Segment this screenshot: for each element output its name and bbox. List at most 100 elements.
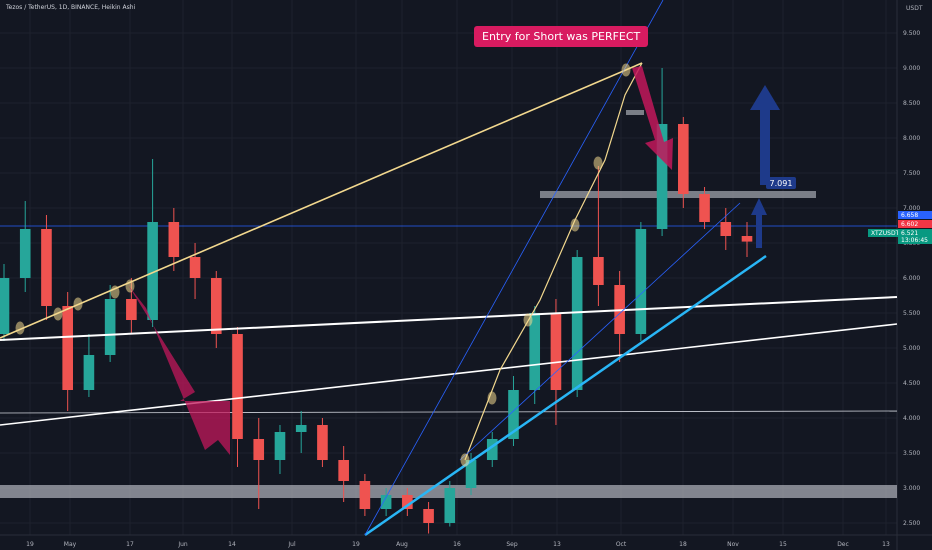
x-tick-label: 19 [26, 541, 34, 548]
x-tick-label: 13 [882, 541, 890, 548]
candle-body [444, 488, 456, 523]
candle-body [656, 124, 668, 229]
x-tick-label: 13 [553, 541, 561, 548]
trendline-blue-support [364, 254, 767, 537]
candle-body [741, 236, 753, 242]
candle-body [486, 439, 498, 460]
pivot-marker [15, 321, 25, 335]
candle-body [104, 299, 116, 355]
y-tick-label: 3.500 [903, 450, 920, 457]
short-entry-callout: Entry for Short was PERFECT [474, 26, 649, 47]
candle-body [423, 509, 434, 523]
y-tick-label: 4.000 [903, 415, 920, 422]
candle-body [529, 313, 541, 390]
price-label-bg [898, 211, 932, 219]
x-tick-label: Aug [396, 541, 408, 548]
candle-body [508, 390, 519, 439]
pivot-marker [110, 285, 120, 299]
x-tick-label: Jun [177, 541, 188, 548]
candle-body [571, 257, 583, 390]
y-tick-label: 5.000 [903, 345, 920, 352]
candle-body [274, 432, 286, 460]
y-tick-label: 8.000 [903, 135, 920, 142]
x-tick-label: 14 [228, 541, 236, 548]
x-tick-label: 16 [453, 541, 461, 548]
candle-body [19, 229, 31, 278]
price-label-bg [898, 236, 932, 244]
price-label: 6.658 [901, 212, 918, 219]
price-label: XTZUSDT [871, 230, 900, 237]
x-tick-label: 18 [679, 541, 687, 548]
pivot-marker [487, 391, 497, 405]
target-label: 7.091 [770, 179, 793, 188]
chart-header-title: Tezos / TetherUS, 1D, BINANCE, Heikin As… [6, 4, 136, 11]
candle-body [317, 425, 328, 460]
candle-body [359, 481, 371, 509]
pivot-marker [593, 156, 603, 170]
candle-body [678, 124, 689, 194]
candle-body [168, 222, 180, 257]
candle-body [338, 460, 349, 481]
candle-body [402, 495, 413, 509]
candle-body [699, 194, 710, 222]
currency-label: USDT [906, 5, 923, 12]
down-arrow-may [128, 285, 230, 455]
horizontal-level-line [0, 410, 898, 414]
candle-body [189, 257, 201, 278]
x-tick-label: Jul [287, 541, 296, 548]
price-label: 13:06:45 [901, 237, 928, 244]
candle-body [126, 299, 137, 320]
candle-body [232, 334, 243, 439]
up-arrow-small [751, 198, 767, 248]
y-tick-label: 2.500 [903, 520, 920, 527]
candle-body [720, 222, 732, 236]
down-arrow-oct [632, 66, 673, 170]
candle-body [83, 355, 95, 390]
y-tick-label: 5.500 [903, 310, 920, 317]
candle-body [210, 278, 222, 334]
resistance-zone-small [626, 110, 644, 115]
pivot-marker [523, 313, 533, 327]
candle-body [253, 439, 265, 460]
price-label-bg [868, 229, 898, 237]
candle-body [41, 229, 52, 306]
price-label-bg [898, 220, 932, 228]
target-label-bg [766, 177, 796, 189]
y-tick-label: 7.500 [903, 170, 920, 177]
x-tick-label: Dec [837, 541, 849, 548]
candle-body [147, 222, 158, 320]
x-tick-label: 15 [779, 541, 787, 548]
y-tick-label: 9.500 [903, 30, 920, 37]
y-tick-label: 3.000 [903, 485, 920, 492]
x-tick-label: Sep [506, 541, 518, 548]
price-label: 6.602 [901, 221, 918, 228]
trendline-white-lower [0, 323, 898, 426]
candle-body [295, 425, 307, 432]
x-tick-label: 17 [126, 541, 134, 548]
pivot-marker [53, 307, 63, 321]
pivot-marker [125, 279, 135, 293]
price-label: 6.521 [901, 230, 918, 237]
channel-line-mid [459, 202, 741, 461]
candle-body [465, 460, 477, 488]
x-tick-label: May [64, 541, 77, 548]
trendline-white-upper [0, 296, 898, 341]
candle-body [380, 495, 392, 509]
y-tick-label: 6.000 [903, 275, 920, 282]
candle-body [593, 257, 604, 285]
y-tick-label: 8.500 [903, 100, 920, 107]
trendline-yellow-long [0, 62, 643, 339]
candle-body [550, 313, 562, 390]
x-tick-label: 19 [352, 541, 360, 548]
pivot-marker [621, 63, 631, 77]
pivot-marker [460, 453, 470, 467]
pivot-marker [570, 218, 580, 232]
pivot-marker [73, 297, 83, 311]
resistance-zone [540, 191, 816, 198]
candle-body [0, 278, 10, 334]
x-tick-label: Nov [727, 541, 739, 548]
candle-body [635, 229, 647, 334]
channel-line-upper [364, 0, 664, 536]
